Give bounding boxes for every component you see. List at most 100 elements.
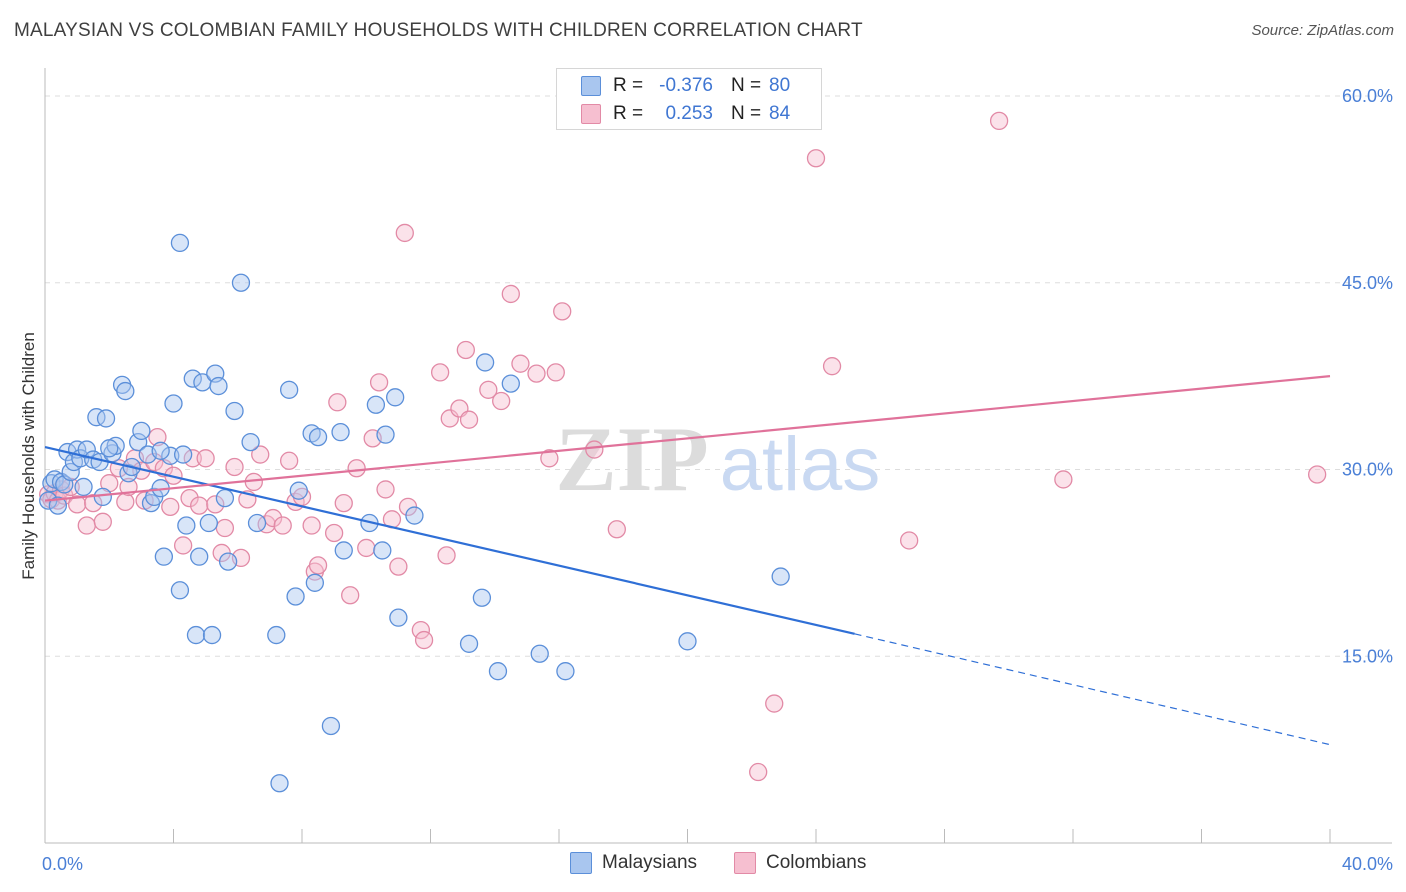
tick-labels: 15.0% 30.0% 45.0% 60.0% 0.0% 40.0%	[42, 86, 1393, 874]
colombian-point	[302, 516, 321, 535]
colombian-point	[540, 449, 559, 468]
colombian-point	[116, 492, 135, 512]
colombian-point	[145, 452, 164, 472]
colombian-point	[376, 480, 395, 499]
malaysian-point	[170, 233, 190, 253]
malaysian-point	[170, 581, 190, 600]
n-value: 84	[769, 103, 791, 124]
y-tick-label: 45.0%	[1342, 273, 1393, 293]
source-label: Source: ZipAtlas.com	[1251, 22, 1394, 39]
colombian-point	[77, 516, 96, 535]
malaysian-point	[286, 587, 305, 606]
y-tick-label: 30.0%	[1342, 460, 1393, 480]
malaysian-point	[331, 422, 350, 442]
y-tick-label: 15.0%	[1342, 646, 1393, 666]
malaysian-point	[100, 439, 119, 458]
colombian-point	[308, 556, 328, 575]
colombian-point	[389, 557, 408, 576]
grid-lines	[45, 95, 1390, 657]
colombian-point	[173, 536, 193, 555]
malaysian-point	[215, 488, 235, 508]
colombian-point	[456, 340, 475, 360]
colombian-legend-swatch	[734, 852, 756, 874]
colombian-point	[279, 451, 299, 470]
colombian-point	[347, 459, 366, 478]
malaysian-point	[129, 432, 148, 452]
malaysian-point	[305, 573, 325, 592]
malaysian-point	[771, 567, 790, 586]
legend-item-colombians[interactable]: Colombians	[734, 852, 866, 874]
colombian-point	[414, 630, 434, 650]
malaysian-point	[74, 477, 93, 497]
malaysian-point	[530, 644, 549, 663]
r-label: R =	[613, 75, 644, 96]
malaysian-point	[96, 409, 116, 428]
colombian-point	[607, 520, 626, 539]
watermark: ZIP atlas	[555, 408, 880, 510]
colombian-point	[93, 512, 112, 531]
colombian-point	[183, 449, 202, 468]
colombian-point	[341, 586, 360, 605]
malaysian-point	[376, 425, 395, 444]
malaysian-point	[241, 432, 260, 452]
malaysian-swatch	[581, 76, 601, 96]
legend-row-colombians: R = 0.253 N = 84	[581, 100, 790, 128]
colombian-point	[273, 516, 292, 535]
colombian-point	[196, 449, 215, 468]
colombian-point	[369, 373, 389, 392]
malaysian-point	[218, 552, 238, 571]
malaysian-point	[386, 388, 405, 407]
colombian-point	[553, 302, 572, 321]
colombian-point	[527, 364, 546, 383]
r-value: -0.376	[659, 75, 713, 96]
legend-row-malaysians: R = -0.376 N = 80	[581, 72, 790, 100]
colombian-point	[1308, 465, 1327, 484]
colombian-point	[989, 111, 1009, 131]
trend-lines	[44, 375, 1331, 746]
r-label: R =	[613, 103, 644, 124]
legend-item-malaysians[interactable]: Malaysians	[570, 852, 697, 874]
colombian-point	[357, 538, 376, 558]
malaysian-legend-label: Malaysians	[602, 852, 698, 873]
malaysian-point	[472, 588, 492, 607]
colombian-point	[395, 223, 414, 243]
colombian-point	[67, 495, 87, 514]
stats-legend: R = -0.376 N = 80 R = 0.253 N = 84	[556, 68, 822, 130]
malaysian-point	[289, 481, 308, 500]
r-value: 0.253	[665, 103, 713, 124]
malaysian-point	[389, 608, 408, 627]
colombian-point	[585, 440, 604, 459]
malaysian-point	[116, 381, 135, 401]
colombian-point	[501, 284, 520, 304]
watermark-atlas: atlas	[720, 422, 881, 507]
colombian-point	[511, 354, 530, 373]
colombian-point	[161, 497, 180, 517]
malaysian-point	[488, 662, 508, 681]
malaysian-point	[270, 774, 289, 793]
malaysian-point	[267, 625, 286, 645]
colombian-point	[324, 523, 344, 543]
colombian-point	[215, 518, 235, 538]
x-tick-label: 40.0%	[1342, 854, 1393, 874]
malaysian-trend-line	[44, 446, 855, 635]
malaysian-point	[459, 634, 479, 653]
colombian-points	[39, 111, 1327, 782]
malaysian-point	[48, 496, 67, 515]
n-value: 80	[769, 75, 791, 96]
malaysian-point	[373, 541, 392, 560]
malaysian-point	[209, 376, 228, 396]
colombian-point	[492, 391, 511, 411]
malaysian-point	[177, 516, 196, 535]
colombian-point	[900, 531, 919, 550]
x-tick-label: 0.0%	[42, 854, 83, 874]
malaysian-point	[556, 662, 575, 681]
malaysian-point	[190, 547, 209, 566]
axes	[44, 68, 1392, 844]
malaysian-legend-swatch	[570, 852, 592, 874]
malaysian-point	[93, 487, 112, 507]
malaysian-point	[475, 353, 495, 372]
colombian-trend-line	[44, 375, 1331, 502]
colombian-point	[411, 620, 431, 640]
colombian-point	[328, 393, 347, 412]
chart-title: MALAYSIAN VS COLOMBIAN FAMILY HOUSEHOLDS…	[14, 20, 863, 41]
